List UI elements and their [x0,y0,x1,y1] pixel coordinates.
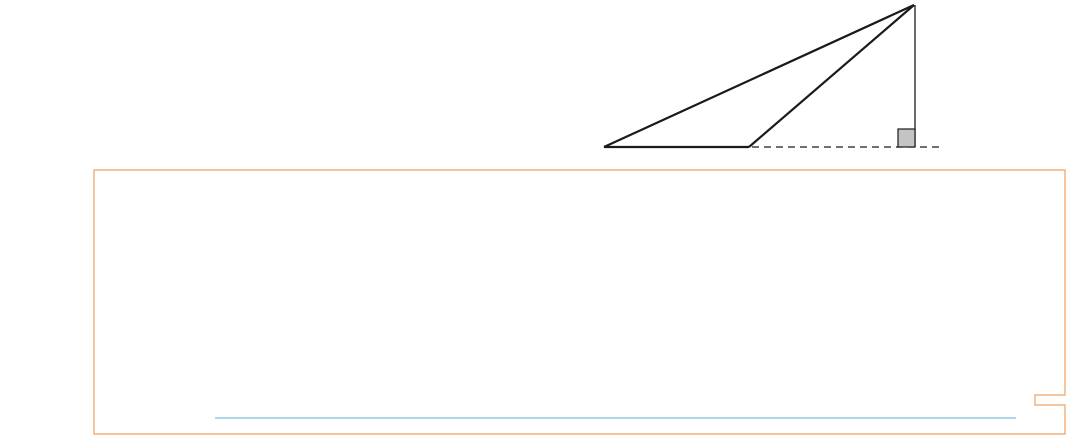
side-38 [748,4,915,148]
right-angle-marker [897,128,916,148]
side-54 [603,3,915,149]
triangle-figure [603,3,942,149]
answer-box-border [93,169,1066,435]
